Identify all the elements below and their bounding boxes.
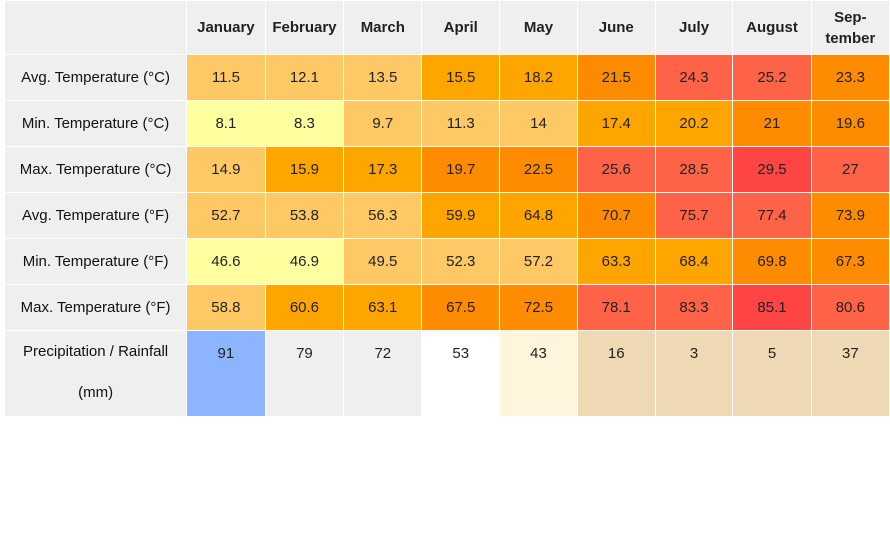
- table-cell: 72.5: [499, 284, 578, 331]
- table-cell: 19.6: [810, 100, 890, 147]
- table-cell: 63.3: [576, 238, 656, 285]
- table-cell: 14: [499, 100, 578, 147]
- table-cell: 24.3: [654, 54, 734, 101]
- row-label: Avg. Temperature (°C): [3, 54, 188, 101]
- climate-table: January February March April May June July Augu…: [3, 0, 890, 417]
- row-label: Min. Temperature (°C): [3, 100, 188, 147]
- table-cell: 58.8: [186, 284, 266, 331]
- corner-cell: [3, 0, 188, 55]
- table-cell: 67.3: [810, 238, 890, 285]
- table-cell: 78.1: [576, 284, 656, 331]
- table-cell: 52.3: [421, 238, 501, 285]
- table-cell: 29.5: [732, 146, 812, 193]
- month-header: February: [264, 0, 345, 55]
- table-cell: 14.9: [186, 146, 266, 193]
- table-cell: 43: [499, 330, 578, 417]
- table-cell: 15.9: [264, 146, 345, 193]
- row-label: Avg. Temperature (°F): [3, 192, 188, 239]
- table-cell: 56.3: [343, 192, 423, 239]
- month-header: July: [654, 0, 734, 55]
- table-cell: 18.2: [499, 54, 578, 101]
- table-cell: 64.8: [499, 192, 578, 239]
- table-cell: 57.2: [499, 238, 578, 285]
- table-cell: 68.4: [654, 238, 734, 285]
- month-header: April: [421, 0, 501, 55]
- table-cell: 21.5: [576, 54, 656, 101]
- table-cell: 83.3: [654, 284, 734, 331]
- table-cell: 80.6: [810, 284, 890, 331]
- table-cell: 49.5: [343, 238, 423, 285]
- month-header: August: [732, 0, 812, 55]
- table-row: Avg. Temperature (°F) 52.7 53.8 56.3 59.9 64.…: [3, 192, 890, 239]
- table-cell: 5: [732, 330, 812, 417]
- table-cell: 13.5: [343, 54, 423, 101]
- climate-table-body: Avg. Temperature (°C) 11.5 12.1 13.5 15.5 18.…: [3, 54, 890, 417]
- table-cell: 59.9: [421, 192, 501, 239]
- table-cell: 79: [264, 330, 345, 417]
- table-row: Max. Temperature (°F) 58.8 60.6 63.1 67.5 72.…: [3, 284, 890, 331]
- table-row: Precipitation / Rainfall (mm) 91 79 72 53 43 16…: [3, 330, 890, 417]
- table-cell: 67.5: [421, 284, 501, 331]
- table-cell: 28.5: [654, 146, 734, 193]
- table-row: Max. Temperature (°C) 14.9 15.9 17.3 19.7 22.…: [3, 146, 890, 193]
- row-label: Precipitation / Rainfall (mm): [3, 330, 188, 417]
- table-cell: 17.4: [576, 100, 656, 147]
- month-header: May: [499, 0, 578, 55]
- table-cell: 85.1: [732, 284, 812, 331]
- table-cell: 11.5: [186, 54, 266, 101]
- month-header: June: [576, 0, 656, 55]
- table-cell: 9.7: [343, 100, 423, 147]
- table-row: Min. Temperature (°F) 46.6 46.9 49.5 52.3 57.…: [3, 238, 890, 285]
- table-cell: 69.8: [732, 238, 812, 285]
- table-cell: 70.7: [576, 192, 656, 239]
- table-cell: 8.1: [186, 100, 266, 147]
- table-cell: 3: [654, 330, 734, 417]
- table-cell: 23.3: [810, 54, 890, 101]
- month-header-row: January February March April May June July Augu…: [3, 0, 890, 55]
- table-cell: 91: [186, 330, 266, 417]
- table-cell: 22.5: [499, 146, 578, 193]
- month-header: March: [343, 0, 423, 55]
- table-cell: 60.6: [264, 284, 345, 331]
- table-cell: 20.2: [654, 100, 734, 147]
- table-cell: 8.3: [264, 100, 345, 147]
- table-cell: 73.9: [810, 192, 890, 239]
- table-cell: 21: [732, 100, 812, 147]
- row-label: Max. Temperature (°C): [3, 146, 188, 193]
- table-cell: 53.8: [264, 192, 345, 239]
- table-cell: 77.4: [732, 192, 812, 239]
- month-header: Sep-tember: [810, 0, 890, 55]
- table-cell: 75.7: [654, 192, 734, 239]
- table-cell: 52.7: [186, 192, 266, 239]
- table-cell: 53: [421, 330, 501, 417]
- table-cell: 25.2: [732, 54, 812, 101]
- table-cell: 37: [810, 330, 890, 417]
- table-cell: 15.5: [421, 54, 501, 101]
- table-cell: 17.3: [343, 146, 423, 193]
- table-row: Min. Temperature (°C) 8.1 8.3 9.7 11.3 14 17.4…: [3, 100, 890, 147]
- table-cell: 46.6: [186, 238, 266, 285]
- table-cell: 19.7: [421, 146, 501, 193]
- table-cell: 25.6: [576, 146, 656, 193]
- row-label: Min. Temperature (°F): [3, 238, 188, 285]
- table-cell: 63.1: [343, 284, 423, 331]
- table-cell: 12.1: [264, 54, 345, 101]
- table-cell: 72: [343, 330, 423, 417]
- table-cell: 11.3: [421, 100, 501, 147]
- table-cell: 27: [810, 146, 890, 193]
- month-header: January: [186, 0, 266, 55]
- row-label: Max. Temperature (°F): [3, 284, 188, 331]
- table-row: Avg. Temperature (°C) 11.5 12.1 13.5 15.5 18.…: [3, 54, 890, 101]
- table-cell: 46.9: [264, 238, 345, 285]
- table-cell: 16: [576, 330, 656, 417]
